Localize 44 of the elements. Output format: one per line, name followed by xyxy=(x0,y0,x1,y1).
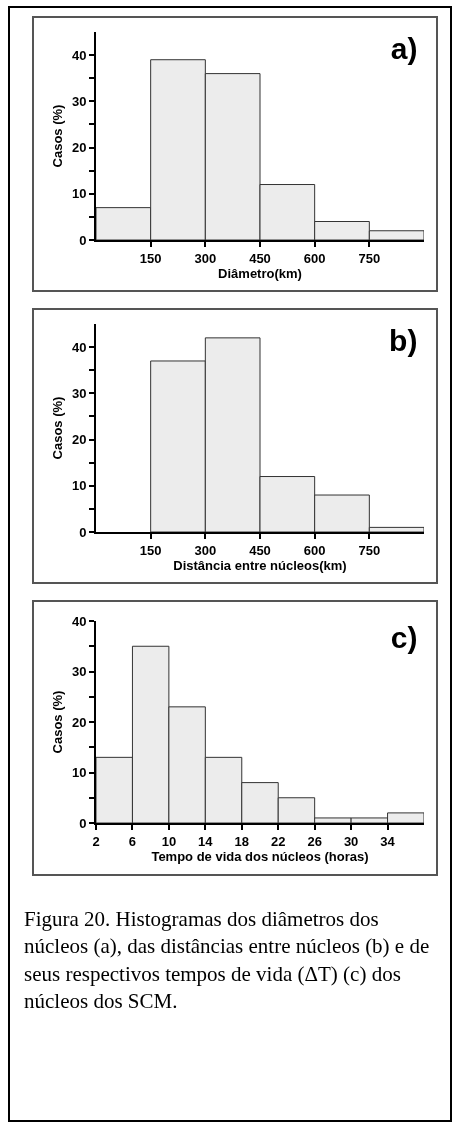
text: Figura 20. Histogramas dos diâmetros dos núcleos (a), das distâncias entre núcleos (b) e de seus respectivos tempos de vida (ΔT) (c) dos núcleos dos SCM. xyxy=(24,906,431,1015)
x-axis-title: Tempo de vida dos núcleos (horas) xyxy=(151,848,369,864)
x-tick-label: 6 xyxy=(128,833,137,849)
x-tick-label: 300 xyxy=(194,250,217,266)
y-tick-label: 20 xyxy=(71,432,87,448)
y-tick-label: 40 xyxy=(71,47,87,63)
chart-title: c) xyxy=(390,621,418,655)
y-tick-label: 0 xyxy=(79,815,87,831)
x-axis-title: Distância entre núcleos(km) xyxy=(173,557,347,573)
y-tick-label: 30 xyxy=(71,93,87,109)
y-axis-title: Casos (%) xyxy=(50,690,66,754)
x-tick-label: 2 xyxy=(92,833,100,849)
x-tick-label: 22 xyxy=(270,833,286,849)
x-tick-label: 150 xyxy=(139,250,162,266)
x-tick-label: 10 xyxy=(161,833,177,849)
x-tick-label: 34 xyxy=(380,833,396,849)
y-tick-label: 10 xyxy=(71,478,87,494)
y-tick-label: 30 xyxy=(71,385,87,401)
y-tick-label: 10 xyxy=(71,765,87,781)
y-tick-label: 20 xyxy=(71,140,87,156)
x-tick-label: 750 xyxy=(358,250,381,266)
x-tick-label: 26 xyxy=(307,833,322,849)
y-tick-label: 10 xyxy=(71,186,87,202)
y-axis-title: Casos (%) xyxy=(50,396,66,460)
x-tick-label: 750 xyxy=(358,542,381,558)
y-tick-label: 40 xyxy=(71,339,87,355)
x-tick-label: 18 xyxy=(234,833,250,849)
x-tick-label: 30 xyxy=(343,833,359,849)
x-tick-label: 450 xyxy=(249,250,271,266)
x-tick-label: 14 xyxy=(198,833,214,849)
y-axis-title: Casos (%) xyxy=(50,104,66,168)
y-tick-label: 0 xyxy=(79,232,87,248)
x-tick-label: 150 xyxy=(139,542,162,558)
y-tick-label: 20 xyxy=(71,714,87,730)
x-axis-title: Diâmetro(km) xyxy=(218,265,302,281)
x-tick-label: 300 xyxy=(194,542,217,558)
chart-title: a) xyxy=(390,32,418,66)
y-tick-label: 0 xyxy=(79,524,87,540)
x-tick-label: 600 xyxy=(303,542,326,558)
chart-title: b) xyxy=(389,324,418,358)
y-tick-label: 40 xyxy=(71,613,87,629)
x-tick-label: 600 xyxy=(303,250,326,266)
y-tick-label: 30 xyxy=(71,664,87,680)
x-tick-label: 450 xyxy=(249,542,271,558)
